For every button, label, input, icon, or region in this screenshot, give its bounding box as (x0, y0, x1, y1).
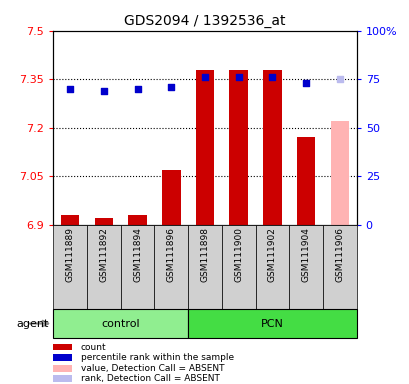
Text: GSM111894: GSM111894 (133, 227, 142, 282)
Point (134, 86, 141, 92)
Point (100, 88, 107, 94)
Text: rank, Detection Call = ABSENT: rank, Detection Call = ABSENT (81, 374, 219, 383)
Bar (263, 70, 281, 225)
Bar (255, 225, 289, 309)
Point (67, 86, 73, 92)
Bar (94, 218, 113, 225)
Bar (120, 225, 154, 309)
Bar (53, 365, 71, 372)
Text: GSM111889: GSM111889 (65, 227, 74, 282)
Bar (330, 121, 348, 225)
Bar (87, 225, 120, 309)
Text: agent: agent (16, 318, 49, 329)
Bar (128, 215, 146, 225)
Bar (53, 309, 188, 338)
Text: GSM111900: GSM111900 (234, 227, 243, 282)
Bar (154, 225, 188, 309)
Bar (229, 70, 247, 225)
Text: count: count (81, 343, 106, 351)
Bar (53, 344, 71, 351)
Text: control: control (101, 318, 140, 329)
Point (201, 74, 208, 80)
Text: GSM111892: GSM111892 (99, 227, 108, 282)
Title: GDS2094 / 1392536_at: GDS2094 / 1392536_at (124, 14, 285, 28)
Bar (322, 225, 356, 309)
Text: GSM111904: GSM111904 (301, 227, 310, 282)
Bar (296, 137, 315, 225)
Point (168, 84, 174, 90)
Text: value, Detection Call = ABSENT: value, Detection Call = ABSENT (81, 364, 224, 372)
Bar (195, 70, 214, 225)
Bar (188, 309, 356, 338)
Bar (53, 225, 87, 309)
Point (268, 74, 275, 80)
Point (302, 80, 309, 86)
Text: GSM111902: GSM111902 (267, 227, 276, 282)
Bar (188, 225, 221, 309)
Text: percentile rank within the sample: percentile rank within the sample (81, 353, 233, 362)
Bar (53, 354, 71, 361)
Bar (289, 225, 322, 309)
Point (235, 74, 241, 80)
Text: GSM111896: GSM111896 (166, 227, 175, 282)
Text: GSM111898: GSM111898 (200, 227, 209, 282)
Bar (53, 375, 71, 382)
Point (336, 76, 342, 82)
Text: GSM111906: GSM111906 (335, 227, 344, 282)
Bar (221, 225, 255, 309)
Bar (162, 170, 180, 225)
Text: PCN: PCN (261, 318, 283, 329)
Bar (61, 215, 79, 225)
